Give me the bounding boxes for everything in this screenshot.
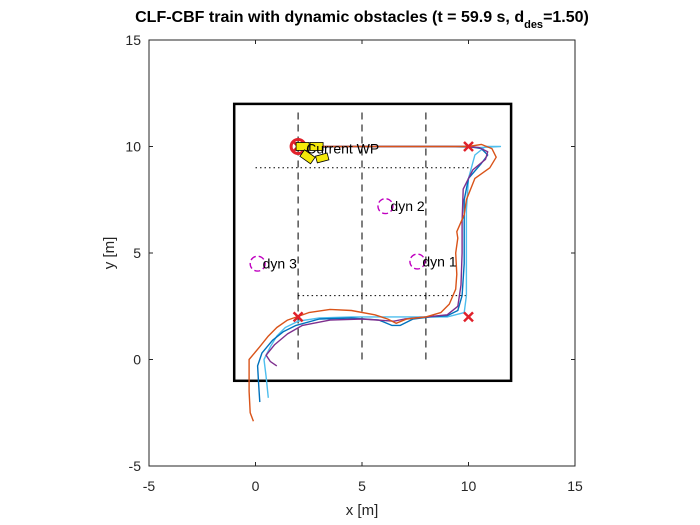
obstacle-circle (249, 255, 266, 272)
arena-boundary (232, 102, 513, 383)
train-car-rect (299, 149, 316, 165)
waypoint-x-stroke (463, 311, 474, 323)
dynamic-obstacle: dyn 1 (409, 253, 457, 270)
current-waypoint-group: Current WP (289, 138, 379, 165)
y-tick-label: 5 (133, 245, 141, 261)
y-axis-ticks: -5 0 5 10 15 (125, 32, 575, 474)
waypoint-x-marker (463, 141, 474, 152)
y-tick-label: 15 (125, 32, 141, 48)
dynamic-obstacles: dyn 1 dyn 2 dyn 3 (249, 197, 457, 272)
dotted-reference-lines (255, 167, 469, 297)
obstacle-circle (409, 253, 426, 270)
train-car-rect (315, 152, 330, 164)
chart-title: CLF-CBF train with dynamic obstacles (t … (135, 9, 589, 31)
y-tick-label: -5 (129, 458, 142, 474)
obstacle-label: dyn 1 (422, 254, 456, 270)
train-car-rect (309, 142, 324, 151)
x-axis-ticks: -5 0 5 10 15 (143, 40, 583, 494)
obstacle-label: dyn 2 (390, 198, 424, 214)
waypoint-x-stroke (463, 141, 474, 152)
dynamic-obstacle: dyn 3 (249, 255, 297, 272)
chart-title-main: CLF-CBF train with dynamic obstacles (t … (135, 9, 524, 26)
dynamic-obstacle: dyn 2 (377, 197, 425, 215)
y-tick-label: 10 (125, 139, 141, 155)
x-tick-label: 0 (252, 478, 260, 494)
x-axis-label: x [m] (346, 502, 379, 519)
chart-title-tail: =1.50) (543, 9, 589, 26)
x-tick-label: -5 (143, 478, 156, 494)
x-tick-label: 5 (358, 478, 366, 494)
waypoint-x-stroke (292, 311, 304, 323)
waypoint-x-marker (292, 311, 304, 323)
x-tick-label: 15 (567, 478, 583, 494)
current-waypoint-label: Current WP (306, 141, 379, 157)
waypoint-x-marker (463, 311, 474, 323)
series-line (248, 143, 497, 422)
arena-rectangle (232, 102, 513, 383)
obstacle-circle (377, 197, 394, 215)
chart-title-subscript: des (524, 19, 543, 31)
obstacle-label: dyn 3 (263, 256, 297, 272)
y-tick-label: 0 (133, 352, 141, 368)
plot-area (148, 39, 576, 467)
train-car-rect (295, 142, 310, 151)
y-axis-label: y [m] (101, 237, 118, 270)
x-tick-label: 10 (461, 478, 477, 494)
